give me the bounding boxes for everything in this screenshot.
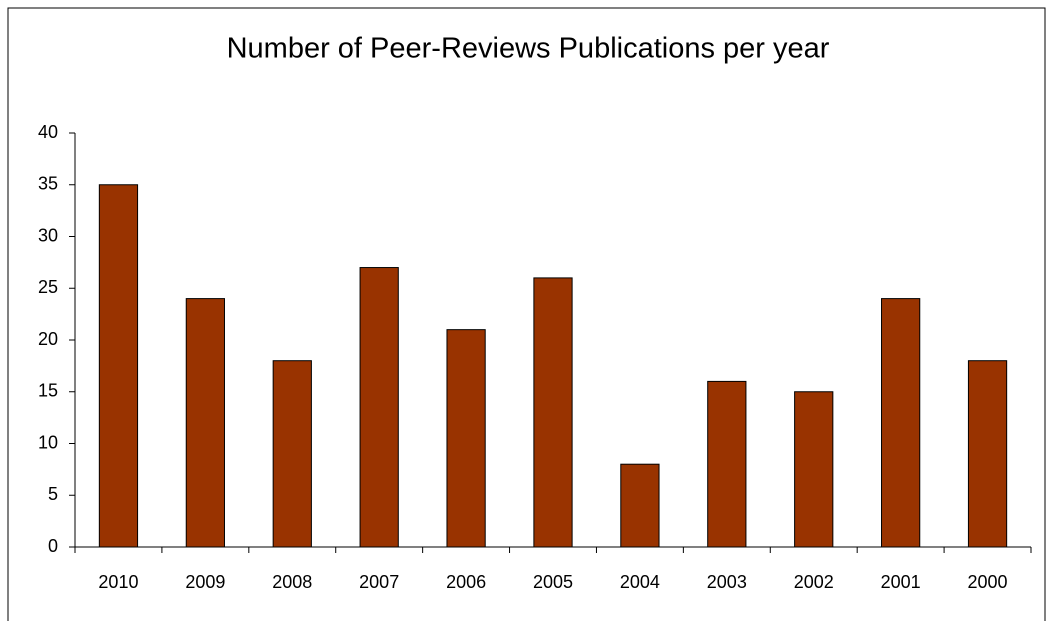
- x-tick-label: 2003: [707, 572, 747, 592]
- y-tick-label: 5: [48, 484, 58, 504]
- x-tick-label: 2009: [185, 572, 225, 592]
- y-tick-label: 35: [38, 174, 58, 194]
- bar: [446, 329, 486, 548]
- x-tick-label: 2001: [881, 572, 921, 592]
- bar: [620, 463, 660, 548]
- x-tick-label: 2002: [794, 572, 834, 592]
- bar: [98, 184, 139, 548]
- x-tick-label: 2007: [359, 572, 399, 592]
- x-tick-label: 2010: [98, 572, 138, 592]
- x-tick-label: 2004: [620, 572, 660, 592]
- y-tick-label: 10: [38, 432, 58, 452]
- x-tick-label: 2005: [533, 572, 573, 592]
- bar: [272, 360, 312, 548]
- x-tick-label: 2006: [446, 572, 486, 592]
- y-tick-label: 20: [38, 329, 58, 349]
- bar: [881, 298, 921, 548]
- bar: [533, 277, 573, 548]
- chart-frame: [7, 7, 1046, 621]
- x-tick-label: 2008: [272, 572, 312, 592]
- bar: [707, 380, 747, 548]
- y-tick-label: 25: [38, 277, 58, 297]
- bar: [967, 360, 1008, 548]
- y-tick-label: 30: [38, 225, 58, 245]
- y-tick-label: 40: [38, 122, 58, 142]
- bar: [794, 391, 834, 548]
- bar: [359, 267, 399, 548]
- x-tick-label: 2000: [968, 572, 1008, 592]
- chart-title: Number of Peer-Reviews Publications per …: [227, 33, 830, 65]
- y-tick-label: 0: [48, 536, 58, 556]
- bar: [185, 298, 225, 548]
- y-tick-label: 15: [38, 381, 58, 401]
